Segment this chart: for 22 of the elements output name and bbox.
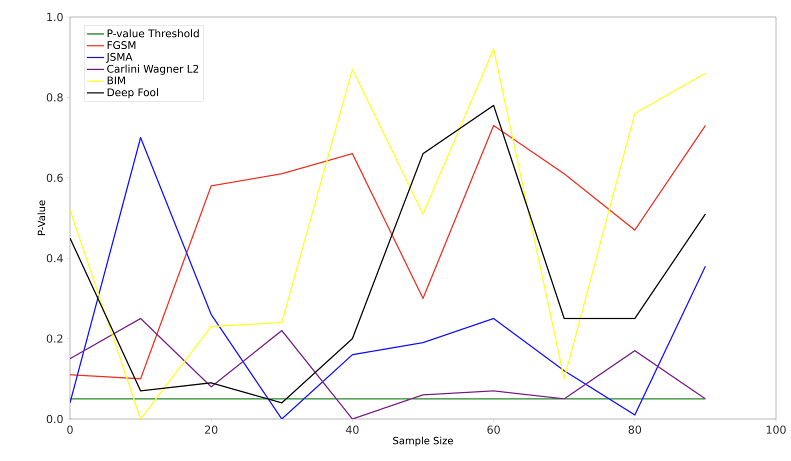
x-tick-label: 20 (205, 426, 218, 434)
x-axis-title: Sample Size (393, 436, 453, 446)
y-tick-label: 0.6 (46, 174, 63, 182)
line-series (70, 48, 706, 419)
legend-label: Carlini Wagner L2 (107, 64, 198, 75)
x-tick-label: 60 (487, 426, 500, 434)
line-series (70, 318, 706, 419)
legend-label: JSMA (106, 52, 132, 63)
y-axis-title: P-Value (37, 200, 46, 236)
y-tick-label: 1.0 (47, 12, 63, 22)
legend-label: FGSM (108, 41, 136, 50)
x-tick-label: 40 (346, 426, 359, 434)
legend-label: Deep Fool (108, 88, 158, 98)
x-tick-label: 0 (67, 426, 73, 434)
y-tick-label: 0.8 (46, 93, 63, 102)
x-tick-label: 80 (628, 426, 642, 434)
legend-label: BIM (108, 76, 125, 84)
legend-label: P-value Threshold (108, 29, 199, 38)
y-tick-label: 0.2 (46, 334, 62, 343)
x-tick-label: 100 (766, 426, 786, 434)
y-tick-label: 0.4 (46, 254, 63, 262)
y-tick-label: 0.0 (46, 414, 63, 424)
